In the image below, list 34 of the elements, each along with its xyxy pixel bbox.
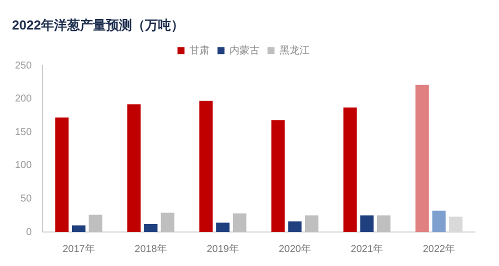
bar [360, 215, 374, 232]
bar [271, 120, 285, 232]
legend-label: 黑龙江 [280, 44, 310, 56]
bar [160, 212, 174, 232]
chart-title: 2022年洋葱产量预测（万吨） [12, 17, 184, 32]
x-tick-label: 2019年 [206, 242, 239, 255]
x-tick-label: 2018年 [134, 242, 167, 255]
bar [88, 214, 102, 232]
bar [415, 84, 429, 232]
y-tick-label: 100 [14, 160, 32, 172]
bar [343, 108, 357, 232]
y-tick-label: 0 [26, 226, 32, 238]
y-tick-label: 200 [14, 94, 32, 105]
bar [377, 215, 390, 232]
x-tick-label: 2017年 [62, 242, 95, 255]
x-tick-label: 2021年 [350, 242, 384, 255]
bar [72, 225, 86, 232]
x-tick-label: 2022年 [422, 242, 456, 255]
legend-label: 甘肃 [190, 44, 210, 56]
bar [127, 104, 141, 232]
bar [432, 210, 446, 232]
bar [304, 215, 318, 232]
bar [199, 100, 213, 232]
bar [144, 224, 158, 232]
x-tick-label: 2020年 [278, 242, 311, 255]
y-tick-label: 50 [20, 193, 32, 204]
legend-label: 内蒙古 [230, 44, 260, 56]
y-tick-label: 250 [14, 60, 32, 72]
y-tick-label: 150 [14, 126, 32, 138]
bar [216, 222, 230, 232]
bar [55, 118, 69, 232]
bar [232, 213, 246, 232]
bar [449, 216, 463, 232]
bar [288, 221, 302, 232]
